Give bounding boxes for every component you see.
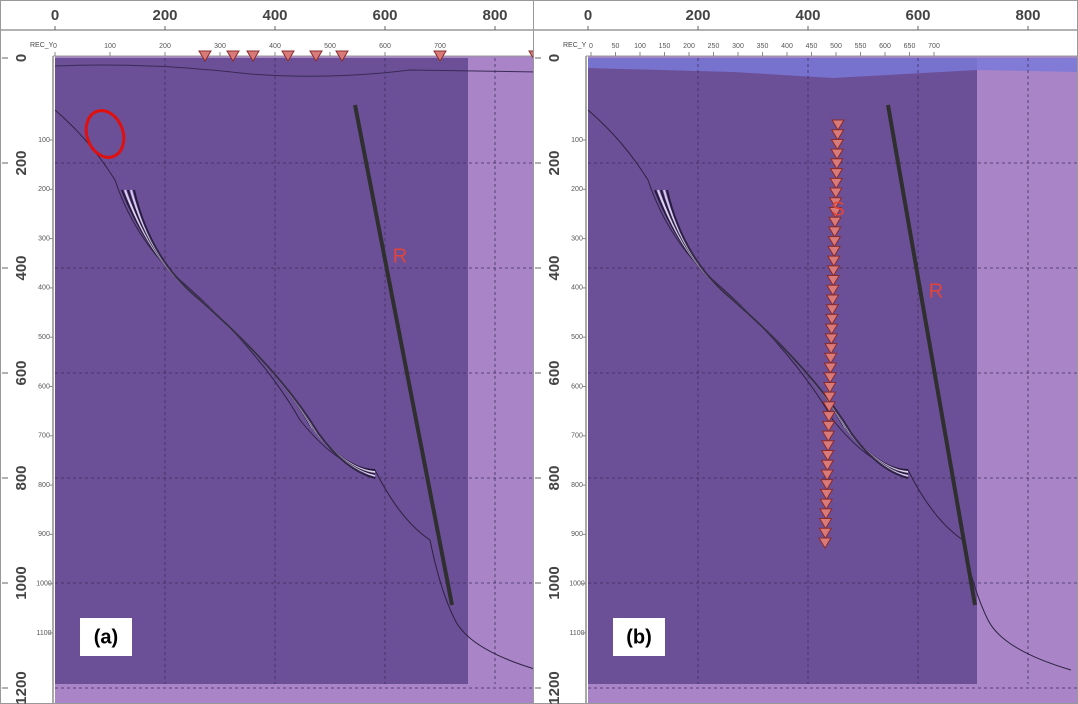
y-tick-label: 0 [546,54,563,62]
y-tick-label: 1000 [546,566,563,599]
y-minor-tick-label: 300 [571,235,583,242]
y-minor-tick-label: 600 [38,383,50,390]
x-minor-tick-label: 0 [53,43,57,50]
x-minor-tick-label: 200 [159,43,171,50]
x-minor-tick-label: 700 [434,43,446,50]
y-tick-label: 800 [546,465,563,490]
y-minor-tick-label: 100 [571,137,583,144]
x-minor-tick-label: 0 [589,43,593,50]
y-tick-label: 0 [13,54,30,62]
y-tick-label: 400 [13,255,30,280]
y-minor-tick-label: 300 [38,235,50,242]
x-minor-tick-label: 350 [757,43,769,50]
figure: 0200400600800020040060080010001200REC_Y0… [0,0,1078,704]
x-tick-label: 600 [905,7,930,24]
y-minor-tick-label: 900 [38,531,50,538]
y-tick-label: 1000 [13,566,30,599]
x-tick-label: 0 [584,7,592,24]
x-tick-label: 600 [372,7,397,24]
y-minor-tick-label: 400 [571,285,583,292]
y-minor-tick-label: 700 [571,433,583,440]
x-minor-tick-label: 400 [781,43,793,50]
x-minor-tick-label: 500 [324,43,336,50]
x-tick-label: 400 [795,7,820,24]
y-minor-tick-label: 500 [38,334,50,341]
y-minor-tick-label: 500 [571,334,583,341]
y-tick-label: 200 [13,150,30,175]
x-minor-tick-label: 300 [214,43,226,50]
y-tick-label: 200 [546,150,563,175]
x-minor-tick-label: 600 [379,43,391,50]
x-tick-label: 400 [262,7,287,24]
x-tick-label: 800 [1015,7,1040,24]
y-minor-tick-label: 600 [571,383,583,390]
x-minor-tick-label: 400 [269,43,281,50]
y-minor-tick-label: 200 [571,186,583,193]
y-tick-label: 800 [13,465,30,490]
x-minor-tick-label: 500 [830,43,842,50]
annotation-label: R [929,280,943,302]
x-minor-tick-label: 100 [104,43,116,50]
y-minor-tick-label: 100 [38,137,50,144]
x-minor-tick-label: 300 [732,43,744,50]
y-tick-label: 600 [546,360,563,385]
model-region [588,58,977,684]
x-minor-tick-label: 600 [879,43,891,50]
x-tick-label: 200 [685,7,710,24]
x-tick-label: 200 [152,7,177,24]
minor-axis-label: REC_Y [563,42,587,49]
x-minor-tick-label: 250 [708,43,720,50]
x-minor-tick-label: 100 [634,43,646,50]
y-minor-tick-label: 200 [38,186,50,193]
y-minor-tick-label: 400 [38,285,50,292]
x-minor-tick-label: 150 [659,43,671,50]
y-tick-label: 600 [13,360,30,385]
annotation-label: R [393,245,407,267]
y-minor-tick-label: 700 [38,433,50,440]
x-minor-tick-label: 450 [806,43,818,50]
x-tick-label: 0 [51,7,59,24]
x-tick-label: 800 [482,7,507,24]
y-minor-tick-label: 900 [571,531,583,538]
y-minor-tick-label: 800 [571,482,583,489]
y-tick-label: 1200 [546,671,563,704]
x-minor-tick-label: 550 [855,43,867,50]
x-minor-tick-label: 50 [612,43,620,50]
y-minor-tick-label: 800 [38,482,50,489]
x-minor-tick-label: 200 [683,43,695,50]
annotation-label: S [831,198,844,220]
y-tick-label: 1200 [13,671,30,704]
y-tick-label: 400 [546,255,563,280]
x-minor-tick-label: 650 [904,43,916,50]
panel-label: (a) [94,626,118,648]
x-minor-tick-label: 700 [928,43,940,50]
panel-label: (b) [626,626,652,648]
panel: 0200400600800020040060080010001200REC_Y0… [533,0,1078,704]
minor-axis-label: REC_Y [30,42,54,49]
